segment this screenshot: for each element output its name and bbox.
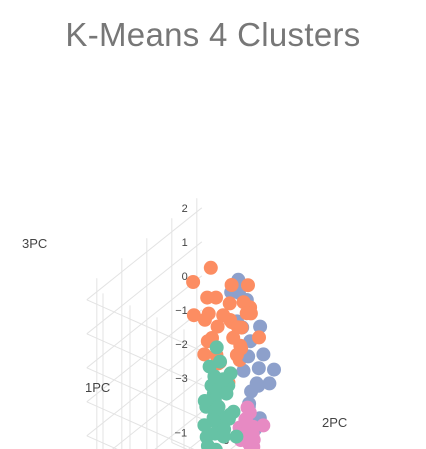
data-point [208,442,223,449]
data-point [256,347,271,362]
data-point [229,429,244,444]
data-point [236,295,251,310]
data-point [211,399,226,414]
data-point [241,278,255,293]
data-point [213,354,227,369]
chart-title: K-Means 4 Clusters [65,16,361,53]
z-tick-label: −2 [175,339,188,351]
data-point [202,359,217,374]
data-points [186,260,281,449]
data-point [224,278,239,292]
z-tick-label: 2 [182,203,188,215]
data-point [267,362,281,377]
z-axis-label: 3PC [22,236,47,251]
y-axis-label: 2PC [322,415,347,430]
data-point [210,319,225,334]
grid-line [86,435,118,449]
data-point [186,275,201,289]
z-tick-label: −3 [175,373,188,385]
data-point [203,260,218,275]
data-point [209,340,224,355]
data-point [253,319,268,334]
grid-line [86,309,203,403]
data-point [197,394,212,408]
data-point [219,386,234,401]
grid-line [111,377,203,449]
grid-line [154,411,203,449]
grid-line [86,275,203,369]
data-point [200,290,215,305]
z-tick-label: 0 [182,271,188,283]
data-point [262,376,277,391]
data-point [252,330,266,345]
grid-line [86,241,203,335]
data-point [240,400,255,415]
data-point [229,348,244,362]
data-point [197,347,212,362]
data-point [216,372,231,387]
data-point [236,363,251,378]
grid-line [86,343,203,437]
grid-line [86,207,203,301]
x-axis-label: 1PC [85,380,110,395]
data-point [226,330,241,345]
data-point [234,320,249,335]
z-tick-label: 1 [182,237,188,249]
data-point [197,312,212,327]
data-point [221,411,236,426]
data-point [217,422,232,437]
data-point [239,306,254,321]
data-point [249,376,264,391]
grid-line [188,425,219,449]
data-point [186,308,201,323]
data-point [251,361,266,376]
x-tick-label: 0 [153,448,159,449]
data-point [216,308,231,323]
data-point [238,412,253,427]
z-tick-label: −1 [175,305,188,317]
data-point [222,296,237,311]
x-tick-label: −1 [175,428,188,440]
data-point [256,418,271,433]
data-point [206,413,221,428]
data-point [243,446,255,449]
